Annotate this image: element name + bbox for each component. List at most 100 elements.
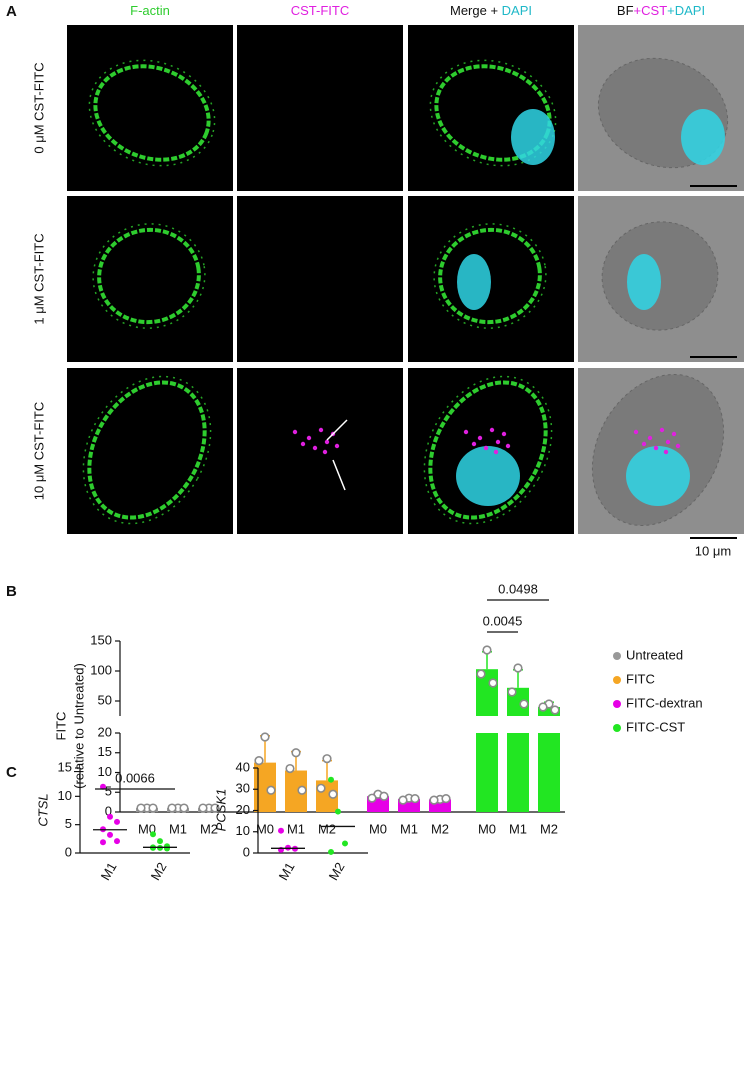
cst-puncta xyxy=(505,443,511,449)
scale-bar-label: 10 μm xyxy=(695,543,731,558)
replicate-point xyxy=(441,793,451,804)
data-point xyxy=(107,831,113,838)
micrograph xyxy=(67,196,233,362)
bar xyxy=(476,733,498,812)
cst-puncta xyxy=(641,441,647,447)
legend-label: FITC xyxy=(626,671,655,686)
replicate-point xyxy=(398,795,408,805)
y-tick-label: 50 xyxy=(98,692,112,707)
nucleus xyxy=(627,254,661,310)
header-part: F-actin xyxy=(130,3,170,18)
cst-puncta xyxy=(463,429,469,435)
row-label: 1 μM CST-FITC xyxy=(31,233,46,324)
cst-puncta xyxy=(665,439,671,445)
nucleus xyxy=(457,254,491,310)
data-point xyxy=(114,818,120,825)
y-tick-label: 10 xyxy=(236,823,250,838)
replicate-point xyxy=(254,756,264,766)
replicate-point xyxy=(328,789,338,799)
micrograph xyxy=(237,196,403,362)
legend-label: FITC-CST xyxy=(626,719,685,734)
replicate-point xyxy=(179,803,189,813)
panel-label: A xyxy=(6,3,17,20)
column-header: CST-FITC xyxy=(291,3,350,18)
cst-puncta xyxy=(322,449,328,455)
data-point xyxy=(328,776,334,783)
replicate-point xyxy=(260,732,270,742)
legend-label: Untreated xyxy=(626,647,683,662)
cst-puncta xyxy=(471,441,477,447)
header-part: +CST xyxy=(634,3,668,18)
x-tick-label: M2 xyxy=(326,860,348,883)
x-tick-label: M2 xyxy=(148,860,170,883)
data-point xyxy=(278,827,284,834)
arrow xyxy=(326,419,348,441)
nucleus xyxy=(456,446,520,506)
bar xyxy=(538,707,560,716)
header-part: CST-FITC xyxy=(291,3,350,18)
cell-actin xyxy=(82,375,212,525)
y-axis-label: FITC xyxy=(53,712,68,741)
cell-actin xyxy=(93,64,211,162)
replicate-point xyxy=(316,783,326,793)
nucleus xyxy=(626,446,690,506)
replicate-point xyxy=(379,791,389,801)
cst-puncta xyxy=(324,439,330,445)
bar xyxy=(254,762,276,812)
y-tick-label: 0 xyxy=(105,803,112,818)
nucleus xyxy=(511,109,555,165)
replicate-point xyxy=(538,702,548,712)
y-tick-label: 15 xyxy=(58,759,72,774)
x-tick-label: M0 xyxy=(478,821,496,836)
x-tick-label: M2 xyxy=(540,821,558,836)
data-point xyxy=(164,845,170,852)
replicate-point xyxy=(429,795,439,805)
legend-label: FITC-dextran xyxy=(626,695,703,710)
arrow xyxy=(332,459,346,491)
replicate-point xyxy=(513,663,523,673)
data-point xyxy=(150,831,156,838)
y-axis-label: (relative to Untreated) xyxy=(71,663,86,789)
header-part: DAPI xyxy=(502,3,532,18)
p-value: 0.0066 xyxy=(115,770,155,785)
cell-actin xyxy=(438,227,542,325)
x-tick-label: M1 xyxy=(169,821,187,836)
column-header: Merge + DAPI xyxy=(450,3,532,18)
cst-puncta xyxy=(489,427,495,433)
y-axis-label: PCSK1 xyxy=(213,789,228,832)
y-tick-label: 10 xyxy=(98,764,112,779)
replicate-point xyxy=(507,687,517,697)
replicate-point xyxy=(285,763,295,774)
cst-puncta xyxy=(647,435,653,441)
x-tick-label: M1 xyxy=(276,860,298,883)
y-tick-label: 150 xyxy=(90,632,112,647)
cst-puncta xyxy=(501,431,507,437)
replicate-point xyxy=(136,803,146,813)
cst-puncta xyxy=(493,449,499,455)
cst-puncta xyxy=(300,441,306,447)
replicate-point xyxy=(291,748,301,758)
replicate-point xyxy=(482,645,492,655)
p-value: 0.0045 xyxy=(483,613,523,628)
replicate-point xyxy=(488,678,498,688)
data-point xyxy=(157,838,163,845)
replicate-point xyxy=(322,754,332,764)
legend-marker xyxy=(613,700,621,708)
p-value: 0.0498 xyxy=(498,581,538,596)
replicate-point xyxy=(550,705,560,715)
cst-puncta xyxy=(292,429,298,435)
replicate-point xyxy=(266,785,276,795)
cell-actin xyxy=(423,375,553,525)
x-tick-label: M0 xyxy=(256,821,274,836)
data-point xyxy=(107,813,113,820)
panel-label: C xyxy=(6,764,17,781)
cst-puncta xyxy=(675,443,681,449)
y-tick-label: 5 xyxy=(65,816,72,831)
nucleus xyxy=(681,109,725,165)
row-label: 0 μM CST-FITC xyxy=(31,62,46,153)
legend-marker xyxy=(613,652,621,660)
header-part: Merge + xyxy=(450,3,502,18)
x-tick-label: M1 xyxy=(509,821,527,836)
cst-puncta xyxy=(312,445,318,451)
